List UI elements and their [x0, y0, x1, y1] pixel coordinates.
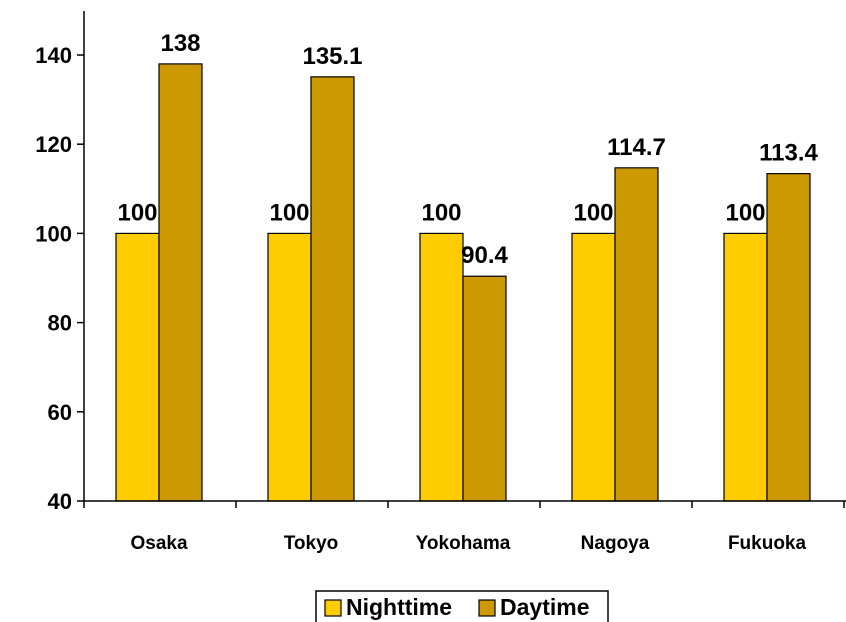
data-label: 135.1: [302, 43, 362, 70]
data-label: 100: [421, 199, 461, 226]
legend-swatch-nighttime: [324, 599, 342, 617]
data-label: 113.4: [759, 140, 818, 167]
x-tick-label: Osaka: [130, 533, 187, 554]
legend-swatch-daytime: [478, 599, 496, 617]
x-tick-label: Tokyo: [284, 533, 339, 554]
data-label: 100: [573, 199, 613, 226]
bar-daytime: [462, 275, 507, 502]
x-tick-label: Fukuoka: [728, 533, 807, 554]
data-labels: 100 100 100 100 100 138 135.1 90.4 114.7 113.4: [117, 30, 818, 269]
bars: [115, 63, 811, 502]
bar-daytime: [614, 167, 659, 502]
bar-daytime: [310, 76, 355, 502]
bar-nighttime: [723, 232, 768, 502]
data-label: 100: [117, 199, 157, 226]
legend-label-daytime: Daytime: [500, 594, 589, 620]
data-label: 90.4: [461, 242, 508, 269]
x-axis: Osaka Tokyo Yokohama Nagoya Fukuoka: [83, 500, 846, 554]
y-tick-label: 40: [48, 489, 72, 514]
legend-label-nighttime: Nighttime: [346, 594, 452, 620]
bar-daytime: [158, 63, 203, 502]
data-label: 114.7: [607, 134, 666, 161]
y-tick-label: 100: [35, 221, 72, 246]
y-tick-label: 120: [35, 132, 72, 157]
legend: Nighttime Daytime: [315, 590, 609, 622]
bar-daytime: [766, 173, 811, 502]
bar-nighttime: [571, 232, 616, 502]
y-tick-label: 140: [35, 43, 72, 68]
x-tick-label: Yokohama: [416, 533, 511, 554]
legend-box: [315, 590, 609, 622]
data-label: 100: [269, 199, 309, 226]
y-axis: 40 60 80 100 120 140: [35, 11, 85, 514]
data-label: 100: [725, 199, 765, 226]
x-tick-label: Nagoya: [581, 533, 650, 554]
bar-nighttime: [419, 232, 464, 502]
y-tick-label: 80: [48, 311, 72, 336]
y-tick-label: 60: [48, 400, 72, 425]
bar-nighttime: [267, 232, 312, 502]
bar-nighttime: [115, 232, 160, 502]
data-label: 138: [160, 30, 200, 57]
